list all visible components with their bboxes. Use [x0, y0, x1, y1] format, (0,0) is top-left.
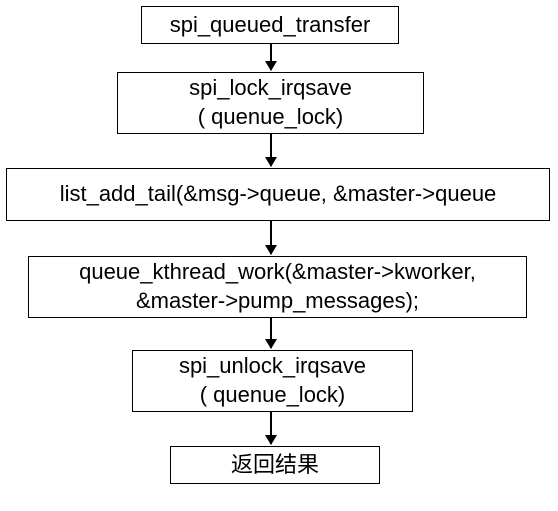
- flow-node-n3: list_add_tail(&msg->queue, &master->queu…: [6, 168, 550, 221]
- flowchart-container: spi_queued_transfer spi_lock_irqsave ( qu…: [0, 0, 558, 511]
- flow-arrow-n1-n2: [270, 44, 272, 70]
- flow-node-n6: 返回结果: [170, 446, 380, 484]
- flow-node-n2: spi_lock_irqsave ( quenue_lock): [117, 72, 424, 134]
- flow-arrow-n2-n3: [270, 134, 272, 166]
- flow-node-n4: queue_kthread_work(&master->kworker, &ma…: [28, 256, 527, 318]
- flow-arrow-n3-n4: [270, 221, 272, 254]
- flow-node-n5: spi_unlock_irqsave ( quenue_lock): [132, 350, 413, 412]
- flow-arrow-n5-n6: [270, 412, 272, 444]
- flow-node-n1: spi_queued_transfer: [141, 6, 399, 44]
- flow-arrow-n4-n5: [270, 318, 272, 348]
